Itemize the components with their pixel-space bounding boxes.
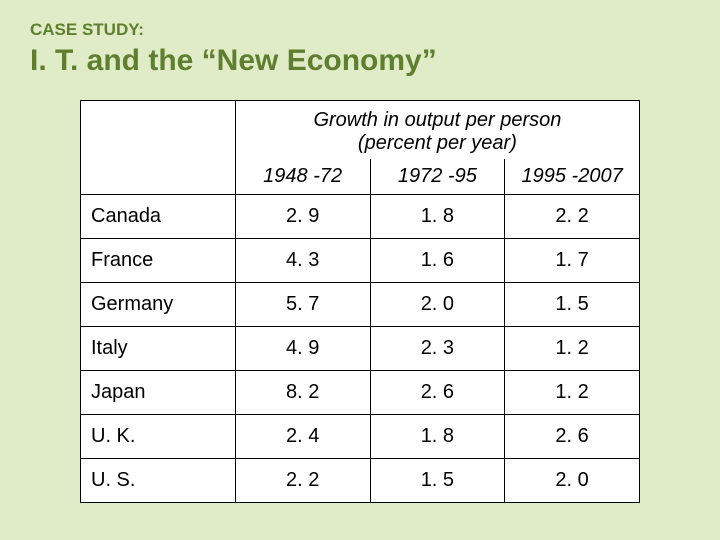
table-row: Germany 5. 7 2. 0 1. 5 <box>81 283 640 327</box>
value-cell: 1. 6 <box>370 239 505 283</box>
country-cell: Japan <box>81 371 236 415</box>
value-cell: 2. 2 <box>235 459 370 503</box>
table-container: Growth in output per person (percent per… <box>30 100 690 503</box>
period-col-0: 1948 -72 <box>235 159 370 195</box>
country-cell: France <box>81 239 236 283</box>
header-line2: (percent per year) <box>358 132 517 154</box>
table-row: Japan 8. 2 2. 6 1. 2 <box>81 371 640 415</box>
value-cell: 5. 7 <box>235 283 370 327</box>
value-cell: 4. 3 <box>235 239 370 283</box>
header-line1: Growth in output per person <box>313 109 561 131</box>
table-corner-empty2 <box>81 159 236 195</box>
value-cell: 2. 2 <box>505 195 640 239</box>
value-cell: 1. 5 <box>505 283 640 327</box>
page-title: I. T. and the “New Economy” <box>30 44 690 78</box>
table-row: France 4. 3 1. 6 1. 7 <box>81 239 640 283</box>
value-cell: 2. 9 <box>235 195 370 239</box>
table-row: Canada 2. 9 1. 8 2. 2 <box>81 195 640 239</box>
value-cell: 4. 9 <box>235 327 370 371</box>
period-col-2: 1995 -2007 <box>505 159 640 195</box>
table-corner-empty <box>81 101 236 160</box>
value-cell: 2. 0 <box>370 283 505 327</box>
table-row: U. K. 2. 4 1. 8 2. 6 <box>81 415 640 459</box>
value-cell: 2. 6 <box>370 371 505 415</box>
value-cell: 2. 3 <box>370 327 505 371</box>
country-cell: U. S. <box>81 459 236 503</box>
table-header-title: Growth in output per person (percent per… <box>235 101 639 160</box>
period-col-1: 1972 -95 <box>370 159 505 195</box>
value-cell: 1. 2 <box>505 371 640 415</box>
country-cell: Canada <box>81 195 236 239</box>
country-cell: Germany <box>81 283 236 327</box>
table-row: Italy 4. 9 2. 3 1. 2 <box>81 327 640 371</box>
country-cell: U. K. <box>81 415 236 459</box>
growth-table: Growth in output per person (percent per… <box>80 100 640 503</box>
value-cell: 1. 2 <box>505 327 640 371</box>
value-cell: 1. 8 <box>370 195 505 239</box>
value-cell: 8. 2 <box>235 371 370 415</box>
value-cell: 2. 6 <box>505 415 640 459</box>
table-row: U. S. 2. 2 1. 5 2. 0 <box>81 459 640 503</box>
case-study-label: CASE STUDY: <box>30 20 690 40</box>
value-cell: 2. 0 <box>505 459 640 503</box>
value-cell: 1. 5 <box>370 459 505 503</box>
value-cell: 2. 4 <box>235 415 370 459</box>
value-cell: 1. 7 <box>505 239 640 283</box>
value-cell: 1. 8 <box>370 415 505 459</box>
country-cell: Italy <box>81 327 236 371</box>
